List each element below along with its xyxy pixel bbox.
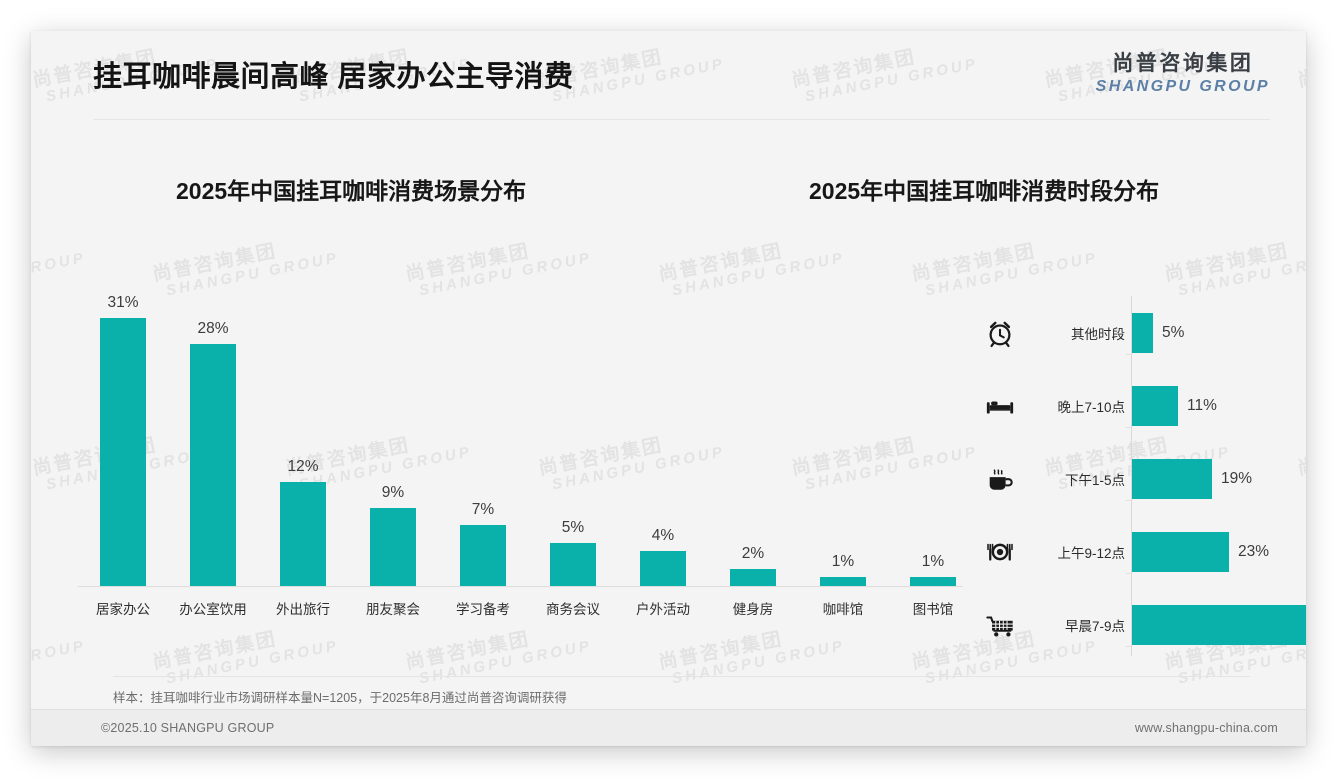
- header-divider: [93, 119, 1270, 120]
- bar[interactable]: [460, 525, 506, 586]
- bar-category-label: 其他时段: [1071, 327, 1125, 342]
- bar-category-label: 外出旅行: [276, 602, 330, 617]
- bar-value-label: 5%: [561, 519, 585, 536]
- bar-value-label: 12%: [287, 458, 319, 475]
- bar[interactable]: [100, 318, 146, 586]
- bar[interactable]: [1132, 532, 1229, 572]
- bar-category-label: 下午1-5点: [1064, 473, 1125, 488]
- bar[interactable]: [820, 577, 866, 586]
- bar[interactable]: [1132, 313, 1153, 353]
- axis-tick: [1126, 426, 1132, 428]
- bar-category-label: 咖啡馆: [822, 602, 864, 617]
- vertical-bar-group: 2% 健身房: [708, 545, 798, 617]
- left-chart-title: 2025年中国挂耳咖啡消费场景分布: [176, 178, 527, 204]
- bar[interactable]: [550, 543, 596, 586]
- bar[interactable]: [280, 482, 326, 586]
- bar-category-label: 户外活动: [636, 602, 690, 617]
- bar-category-label: 朋友聚会: [366, 602, 420, 617]
- vertical-bar-group: 4% 户外活动: [618, 527, 708, 617]
- axis-tick: [1126, 353, 1132, 355]
- brand-name-en: SHANGPU GROUP: [1095, 78, 1270, 95]
- infographic-card: 尚普咨询集团 SHANGPU GROUP 尚普咨询集团 SHANGPU GROUP 尚普…: [31, 31, 1306, 746]
- bar-category-label: 居家办公: [96, 602, 150, 617]
- vertical-bar-group: 1% 咖啡馆: [798, 553, 888, 617]
- bar-value-label: 4%: [651, 527, 675, 544]
- brand-name-cn: 尚普咨询集团: [1112, 52, 1254, 75]
- coffee-cup-icon: [983, 462, 1017, 496]
- right-chart-axis: [1131, 296, 1132, 656]
- bar-category-label: 办公室饮用: [179, 602, 247, 617]
- bar-value-label: 7%: [471, 501, 495, 518]
- bar-value-label: 1%: [921, 553, 945, 570]
- vertical-bar-group: 7% 学习备考: [438, 501, 528, 617]
- bar-category-label: 上午9-12点: [1057, 546, 1125, 561]
- bar-category-label: 商务会议: [546, 602, 600, 617]
- bar[interactable]: [370, 508, 416, 586]
- bar[interactable]: [730, 569, 776, 586]
- bar-category-label: 图书馆: [912, 602, 954, 617]
- vertical-bar-group: 1% 图书馆: [888, 553, 978, 617]
- bar-category-label: 学习备考: [456, 602, 510, 617]
- bar-value-label: 5%: [1162, 324, 1185, 341]
- sample-footnote: 样本：挂耳咖啡行业市场调研样本量N=1205，于2025年8月通过尚普咨询调研获…: [113, 691, 567, 705]
- horizontal-bar-row: 上午9-12点 23%: [961, 532, 1306, 572]
- axis-tick: [1126, 499, 1132, 501]
- bar[interactable]: [1132, 605, 1306, 645]
- bar-value-label: 23%: [1238, 543, 1270, 560]
- bar[interactable]: [190, 344, 236, 586]
- brand-logo: 尚普咨询集团 SHANGPU GROUP: [1096, 53, 1270, 95]
- bar-value-label: 1%: [831, 553, 855, 570]
- consumption-scene-bar-chart: 31% 居家办公 28% 办公室饮用 12% 外出旅行 9% 朋友聚会 7% 学习备考 5% 商务会议…: [45, 246, 965, 617]
- alarm-clock-icon: [983, 316, 1017, 350]
- horizontal-bar-row: 下午1-5点 19%: [961, 459, 1306, 499]
- vertical-bar-group: 9% 朋友聚会: [348, 484, 438, 617]
- bar[interactable]: [910, 577, 956, 586]
- bar-value-label: 11%: [1187, 397, 1217, 414]
- footer-bar: ©2025.10 SHANGPU GROUP www.shangpu-china…: [31, 709, 1306, 746]
- left-chart-baseline: [78, 586, 963, 587]
- bar[interactable]: [1132, 459, 1212, 499]
- bar-value-label: 2%: [741, 545, 765, 562]
- bar-category-label: 晚上7-10点: [1057, 400, 1125, 415]
- bar-category-label: 健身房: [732, 602, 774, 617]
- shopping-cart-icon: [983, 608, 1017, 642]
- page-title: 挂耳咖啡晨间高峰 居家办公主导消费: [93, 61, 574, 93]
- vertical-bar-group: 28% 办公室饮用: [168, 320, 258, 617]
- axis-tick: [1126, 572, 1132, 574]
- axis-tick: [1126, 645, 1132, 647]
- bar-value-label: 9%: [381, 484, 405, 501]
- vertical-bar-group: 12% 外出旅行: [258, 458, 348, 617]
- bar[interactable]: [1132, 386, 1178, 426]
- vertical-bar-group: 5% 商务会议: [528, 519, 618, 617]
- bar-value-label: 31%: [107, 294, 139, 311]
- copyright-text: ©2025.10 SHANGPU GROUP: [101, 721, 275, 735]
- horizontal-bar-row: 早晨7-9点42%: [961, 605, 1306, 645]
- footnote-divider: [113, 676, 1250, 677]
- vertical-bar-group: 31% 居家办公: [78, 294, 168, 617]
- consumption-time-bar-chart: 其他时段 5% 晚上7-10点 11% 下午1-5点 19% 上午9-12点 23% 早晨7-9…: [961, 291, 1306, 661]
- bar-category-label: 早晨7-9点: [1064, 619, 1125, 634]
- plate-cutlery-icon: [983, 535, 1017, 569]
- horizontal-bar-row: 其他时段 5%: [961, 313, 1306, 353]
- bar-value-label: 19%: [1221, 470, 1253, 487]
- right-chart-title: 2025年中国挂耳咖啡消费时段分布: [809, 178, 1160, 204]
- website-link[interactable]: www.shangpu-china.com: [1134, 721, 1278, 735]
- bed-icon: [983, 389, 1017, 423]
- bar-value-label: 28%: [197, 320, 229, 337]
- header: 挂耳咖啡晨间高峰 居家办公主导消费 尚普咨询集团 SHANGPU GROUP: [31, 31, 1306, 117]
- horizontal-bar-row: 晚上7-10点 11%: [961, 386, 1306, 426]
- bar[interactable]: [640, 551, 686, 586]
